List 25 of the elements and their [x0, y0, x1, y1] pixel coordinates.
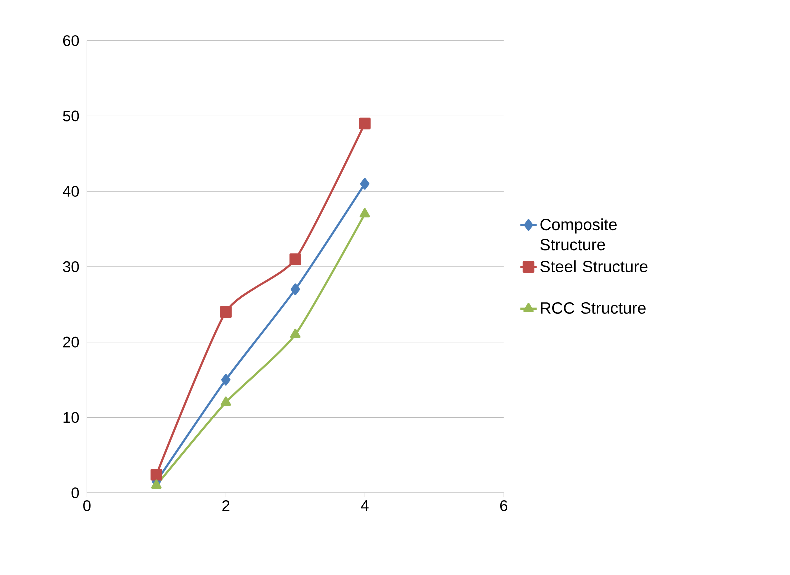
point: [360, 178, 370, 190]
y-tick-label: 40: [63, 186, 80, 198]
point: [359, 118, 371, 130]
point: [151, 480, 162, 490]
y-tick-label: 60: [63, 36, 80, 46]
x-tick-label: 0: [84, 500, 91, 512]
point: [290, 254, 302, 266]
legend-label: Steel Structure: [540, 260, 648, 273]
x-tick-label: 2: [222, 500, 230, 512]
x-tick-label: 6: [500, 500, 508, 512]
y-tick-label: 10: [64, 412, 80, 424]
legend-label: RCC Structure: [541, 302, 646, 314]
point: [220, 396, 232, 406]
point: [290, 329, 301, 338]
legend-label: Composite Structure: [540, 218, 617, 251]
point: [290, 284, 300, 296]
point: [360, 208, 370, 218]
y-tick-label: 30: [63, 262, 80, 272]
y-tick-label: 20: [63, 337, 80, 348]
y-tick-label: 50: [63, 110, 80, 122]
point: [221, 374, 231, 386]
point: [220, 306, 232, 318]
point: [150, 469, 162, 481]
y-tick-label: 0: [72, 488, 80, 499]
x-tick-label: 4: [361, 500, 369, 512]
